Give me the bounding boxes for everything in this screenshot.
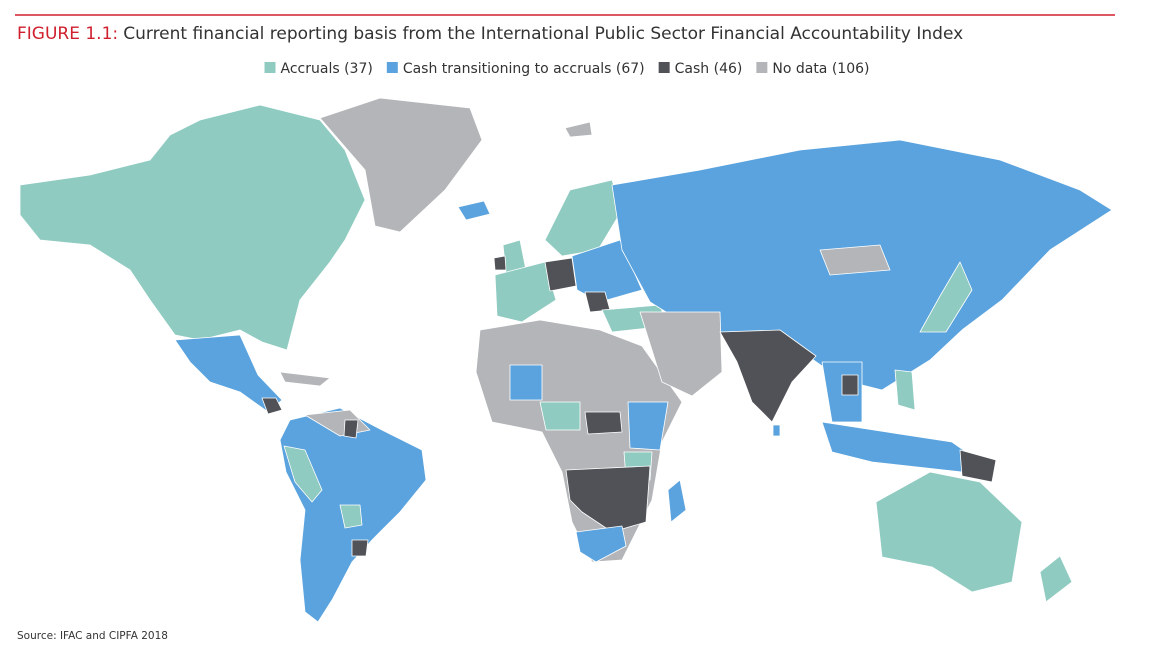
central-africa-cash	[584, 411, 623, 435]
western-europe	[494, 261, 557, 323]
legend-label: Cash (46)	[675, 61, 743, 77]
guyana	[343, 419, 359, 439]
mongolia	[819, 244, 891, 276]
west-africa	[509, 364, 543, 401]
nigeria	[539, 401, 581, 431]
japan	[919, 261, 973, 333]
philippines	[894, 369, 916, 411]
new-zealand	[1039, 555, 1073, 603]
papua-new-guinea	[959, 449, 997, 483]
sri-lanka	[772, 424, 781, 437]
middle-east	[639, 311, 723, 397]
legend-label: Cash transitioning to accruals (67)	[403, 61, 645, 77]
north-america	[19, 104, 366, 351]
eastern-europe	[571, 239, 643, 303]
greenland	[319, 97, 483, 233]
source-note: Source: IFAC and CIPFA 2018	[17, 630, 168, 642]
legend-swatch	[756, 62, 768, 73]
legend-swatch	[386, 62, 398, 73]
legend-label: Accruals (37)	[281, 61, 373, 77]
figure-title: FIGURE 1.1: Current financial reporting …	[17, 24, 963, 44]
legend: Accruals (37) Cash transitioning to accru…	[264, 61, 869, 77]
south-africa	[575, 525, 627, 563]
world-map	[19, 97, 1113, 623]
east-africa	[627, 401, 669, 451]
caribbean	[279, 371, 331, 387]
peru	[283, 445, 323, 503]
paraguay	[339, 504, 363, 529]
ireland	[493, 255, 507, 271]
cambodia	[841, 374, 859, 396]
madagascar	[667, 479, 687, 523]
australia	[875, 471, 1023, 593]
legend-swatch	[264, 62, 276, 73]
central-america-cash	[261, 397, 283, 415]
legend-label: No data (106)	[772, 61, 869, 77]
title-text: Current financial reporting basis from t…	[123, 24, 963, 44]
iceland	[457, 200, 491, 221]
uruguay	[351, 539, 369, 557]
svalbard	[564, 121, 593, 138]
india	[719, 329, 817, 423]
legend-swatch	[658, 62, 670, 73]
figure-label: FIGURE 1.1:	[17, 24, 118, 44]
germany	[544, 257, 577, 292]
